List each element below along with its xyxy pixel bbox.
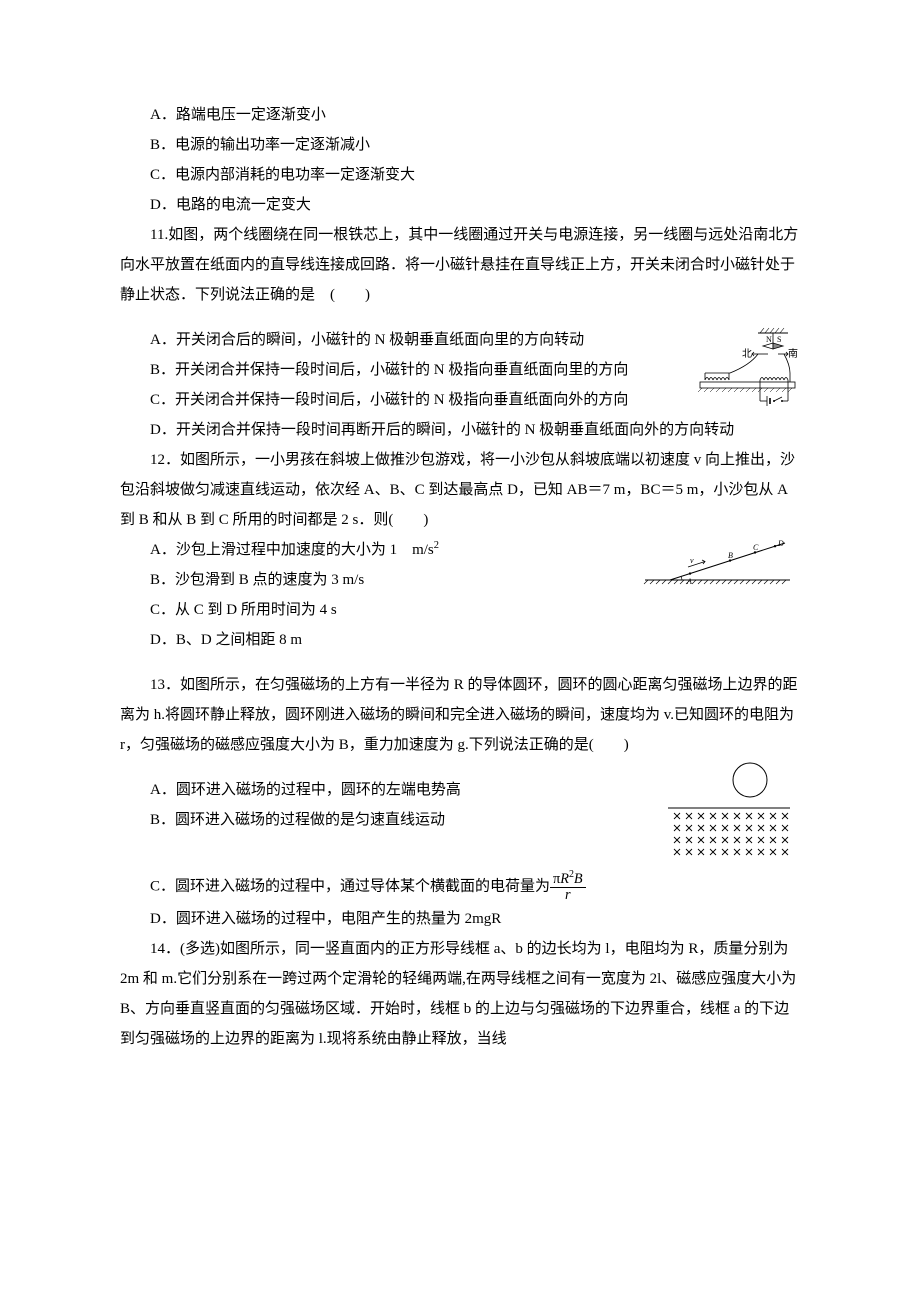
q11-figure: N S 北 南 [690, 325, 800, 415]
q13-option-d: D．圆环进入磁场的过程中，电阻产生的热量为 2mgR [120, 904, 800, 934]
q12-fig-d: D [777, 539, 784, 548]
q10-option-c: C．电源内部消耗的电功率一定逐渐变大 [120, 160, 800, 190]
q12-stem: 12．如图所示，一小男孩在斜坡上做推沙包游戏，将一小沙包从斜坡底端以初速度 v … [120, 445, 800, 535]
q13-option-c: C．圆环进入磁场的过程中，通过导体某个横截面的电荷量为πR2Br [120, 870, 800, 904]
q11-option-d: D．开关闭合并保持一段时间再断开后的瞬间，小磁针的 N 极朝垂直纸面向外的方向转… [120, 415, 800, 445]
q12-fig-b: B [728, 551, 733, 560]
q11-fig-south: 南 [788, 347, 798, 360]
q10-option-d: D．电路的电流一定变大 [120, 190, 800, 220]
q12-fig-v: v [690, 556, 694, 565]
q11-fig-s: S [777, 335, 781, 344]
q12-fig-a: A [686, 577, 692, 586]
q12-option-d: D．B、D 之间相距 8 m [120, 625, 800, 655]
q11-stem: 11.如图，两个线圈绕在同一根铁芯上，其中一线圈通过开关与电源连接，另一线圈与远… [120, 220, 800, 310]
q13-stem: 13．如图所示，在匀强磁场的上方有一半径为 R 的导体圆环，圆环的圆心距离匀强磁… [120, 670, 800, 760]
q14-stem: 14．(多选)如图所示，同一竖直面内的正方形导线框 a、b 的边长均为 l，电阻… [120, 934, 800, 1054]
q11-fig-n: N [766, 335, 772, 344]
q13-figure [650, 760, 800, 870]
q11-fig-north: 北 [742, 348, 752, 360]
q10-option-b: B．电源的输出功率一定逐渐减小 [120, 130, 800, 160]
q10-option-a: A．路端电压一定逐渐变小 [120, 100, 800, 130]
q12-fig-c: C [753, 543, 759, 552]
q12-option-c: C．从 C 到 D 所用时间为 4 s [120, 595, 800, 625]
q12-figure: A B C D v [640, 535, 800, 590]
